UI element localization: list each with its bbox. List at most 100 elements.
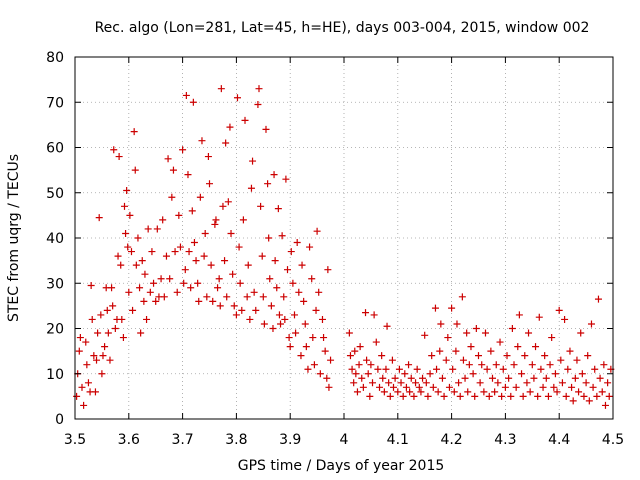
- y-tick-label: 40: [46, 231, 64, 247]
- data-point: [324, 266, 332, 274]
- data-point: [491, 388, 499, 396]
- data-point: [300, 297, 308, 305]
- data-point: [211, 220, 219, 228]
- x-tick-label: 3.6: [118, 432, 140, 448]
- x-tick-label: 4.1: [387, 432, 409, 448]
- axis-ticks: 3.5 3.6 3.7 3.8 3.9 4 4.1 4.2 4.3 4.4 4.5 0 10 20 30 40…: [46, 50, 624, 448]
- data-point: [355, 361, 363, 369]
- data-point: [542, 374, 550, 382]
- data-point: [233, 94, 241, 102]
- data-point: [561, 315, 569, 323]
- data-point: [526, 388, 534, 396]
- data-point: [230, 302, 238, 310]
- data-point: [306, 243, 314, 251]
- data-point: [356, 343, 364, 351]
- data-point: [159, 216, 167, 224]
- data-point: [422, 379, 430, 387]
- data-point: [266, 275, 274, 283]
- data-point: [190, 239, 198, 247]
- data-point: [250, 288, 258, 296]
- data-point: [215, 275, 223, 283]
- data-point: [402, 383, 410, 391]
- data-point: [78, 383, 86, 391]
- data-point: [582, 379, 590, 387]
- x-tick-label: 4: [340, 432, 349, 448]
- data-point: [200, 252, 208, 260]
- data-point: [532, 343, 540, 351]
- data-point: [169, 166, 177, 174]
- data-point: [568, 383, 576, 391]
- data-point: [391, 374, 399, 382]
- data-point: [118, 315, 126, 323]
- data-point: [106, 356, 114, 364]
- data-point: [541, 352, 549, 360]
- data-point: [157, 275, 165, 283]
- data-point: [510, 361, 518, 369]
- data-point: [514, 343, 522, 351]
- data-point: [259, 293, 267, 301]
- data-point: [265, 234, 273, 242]
- data-point: [125, 288, 133, 296]
- data-point: [216, 302, 224, 310]
- data-point: [604, 379, 612, 387]
- data-point: [91, 388, 99, 396]
- data-point: [417, 388, 425, 396]
- data-point: [459, 356, 467, 364]
- data-point: [394, 388, 402, 396]
- data-point: [108, 284, 116, 292]
- data-point: [575, 388, 583, 396]
- data-point: [407, 374, 415, 382]
- data-point: [94, 329, 102, 337]
- data-points: [73, 85, 615, 409]
- data-point: [442, 356, 450, 364]
- x-tick-label: 4.4: [548, 432, 570, 448]
- y-tick-label: 70: [46, 95, 64, 111]
- data-point: [146, 288, 154, 296]
- data-point: [406, 388, 414, 396]
- data-point: [525, 329, 533, 337]
- data-point: [419, 374, 427, 382]
- data-point: [76, 334, 84, 342]
- data-point: [370, 311, 378, 319]
- data-point: [270, 171, 278, 179]
- data-point: [219, 202, 227, 210]
- data-point: [480, 388, 488, 396]
- data-point: [171, 248, 179, 256]
- data-point: [269, 325, 277, 332]
- data-point: [553, 388, 561, 396]
- data-point: [367, 361, 375, 369]
- data-point: [282, 175, 290, 183]
- data-point: [388, 356, 396, 364]
- data-point: [523, 379, 531, 387]
- data-point: [97, 311, 105, 319]
- data-point: [464, 388, 472, 396]
- x-tick-label: 4.3: [494, 432, 516, 448]
- data-point: [348, 365, 356, 373]
- data-point: [153, 225, 161, 233]
- data-point: [284, 266, 292, 274]
- data-point: [369, 379, 377, 387]
- data-point: [287, 248, 295, 256]
- data-point: [548, 334, 556, 342]
- data-point: [550, 383, 558, 391]
- data-point: [121, 202, 128, 210]
- data-point: [255, 85, 263, 93]
- data-point: [379, 374, 387, 382]
- data-point: [456, 392, 464, 400]
- data-point: [551, 370, 559, 378]
- data-point: [308, 275, 316, 283]
- data-point: [494, 379, 502, 387]
- data-point: [585, 397, 593, 405]
- data-point: [273, 284, 281, 292]
- data-point: [229, 270, 237, 278]
- data-point: [521, 352, 529, 360]
- data-point: [131, 166, 139, 174]
- data-point: [321, 347, 329, 355]
- data-point: [109, 302, 117, 310]
- data-point: [246, 315, 254, 323]
- data-point: [227, 229, 235, 237]
- data-point: [438, 374, 446, 382]
- data-point: [222, 139, 230, 147]
- y-axis-title: STEC from uqrg / TECUs: [6, 154, 22, 322]
- data-point: [214, 284, 222, 292]
